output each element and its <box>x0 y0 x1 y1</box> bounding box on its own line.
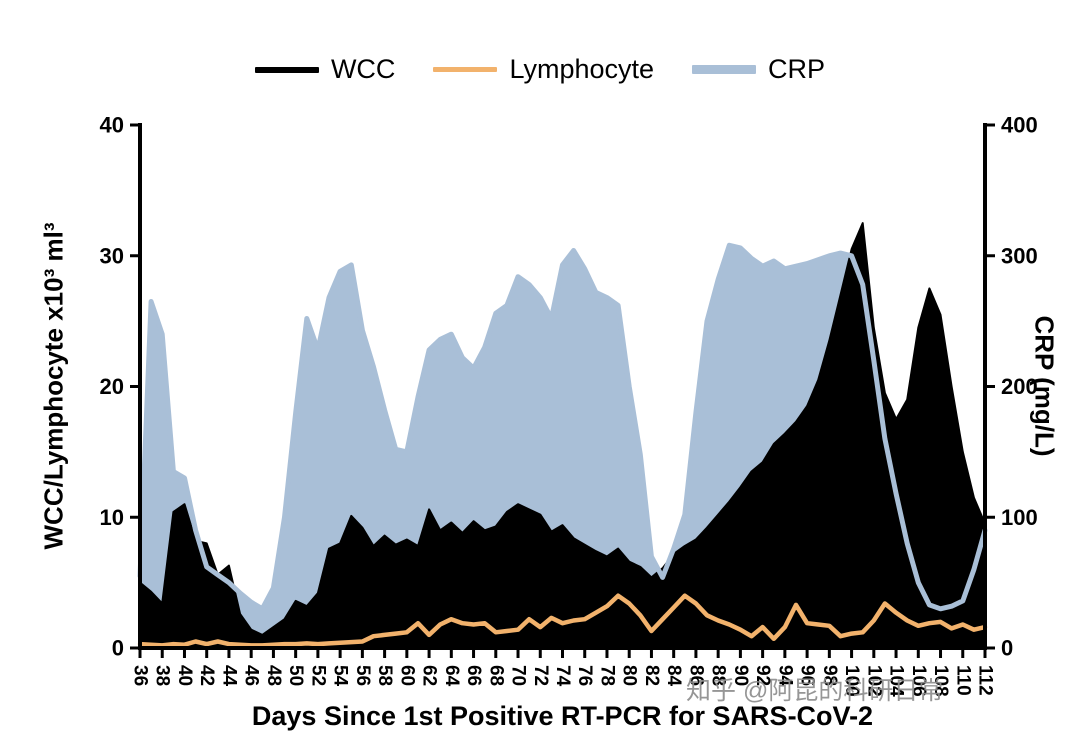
y-axis-left-title: WCC/Lymphocyte x10³ ml³ <box>38 222 69 550</box>
legend-item-wcc: WCC <box>254 54 396 85</box>
lymphocyte-line <box>137 593 988 648</box>
x-tick-label: 62 <box>419 665 440 686</box>
x-tick-label: 56 <box>352 665 373 686</box>
x-tick-label: 36 <box>130 665 151 686</box>
x-tick-label: 92 <box>752 665 773 686</box>
x-tick-label: 94 <box>774 665 795 687</box>
legend-label-lymphocyte: Lymphocyte <box>509 54 655 84</box>
legend-label-wcc: WCC <box>330 54 396 84</box>
x-tick-label: 60 <box>396 665 417 686</box>
x-tick-label: 70 <box>508 665 529 686</box>
legend-item-lymphocyte: Lymphocyte <box>433 54 654 85</box>
x-tick-label: 80 <box>619 665 640 686</box>
wcc-line-swatch <box>254 66 319 73</box>
x-tick-label: 104 <box>886 665 907 697</box>
crp-line-swatch <box>692 65 757 74</box>
crp-line <box>137 242 988 612</box>
wcc-area <box>139 222 986 649</box>
y-left-tick-label: 40 <box>100 113 124 138</box>
x-tick-label: 96 <box>797 665 818 686</box>
y-left-tick-label: 0 <box>112 636 124 661</box>
x-tick-label: 90 <box>730 665 751 686</box>
y-right-tick-label: 300 <box>1001 243 1038 268</box>
x-tick-label: 46 <box>241 665 262 686</box>
y-right-tick-label: 100 <box>1001 505 1038 530</box>
x-tick-label: 52 <box>307 665 328 686</box>
y-right-tick-label: 0 <box>1001 636 1013 661</box>
x-tick-label: 74 <box>552 665 573 687</box>
x-axis-title: Days Since 1st Positive RT-PCR for SARS-… <box>251 701 874 731</box>
x-tick-label: 72 <box>530 665 551 686</box>
x-tick-label: 100 <box>841 665 862 697</box>
y-left-tick-label: 20 <box>100 374 124 399</box>
legend-item-crp: CRP <box>692 54 825 85</box>
x-tick-label: 40 <box>174 665 195 686</box>
x-tick-label: 38 <box>152 665 173 686</box>
x-tick-label: 84 <box>663 665 684 687</box>
y-left-tick-label: 30 <box>100 243 124 268</box>
x-tick-label: 48 <box>263 665 284 686</box>
x-tick-label: 82 <box>641 665 662 686</box>
y-right-tick-label: 200 <box>1001 374 1038 399</box>
y-axis-right-title: CRP (mg/L) <box>1029 315 1060 457</box>
lymphocyte-line-swatch <box>433 67 498 72</box>
x-tick-label: 76 <box>574 665 595 686</box>
x-tick-label: 66 <box>463 665 484 686</box>
x-tick-label: 68 <box>485 665 506 686</box>
x-tick-label: 50 <box>285 665 306 686</box>
x-tick-label: 58 <box>374 665 395 686</box>
x-tick-label: 102 <box>863 665 884 697</box>
y-left-tick-label: 10 <box>100 505 124 530</box>
legend: WCC Lymphocyte CRP <box>0 54 1080 85</box>
x-tick-label: 112 <box>975 665 996 696</box>
x-tick-label: 78 <box>596 665 617 686</box>
watermark: 知乎 @阿昆的科研日常 <box>686 677 944 705</box>
legend-label-crp: CRP <box>768 54 826 84</box>
x-tick-label: 110 <box>952 665 973 696</box>
x-tick-label: 42 <box>196 665 217 686</box>
x-tick-label: 106 <box>908 665 929 697</box>
x-tick-label: 86 <box>685 665 706 686</box>
x-tick-label: 88 <box>708 665 729 686</box>
y-right-tick-label: 400 <box>1001 113 1038 138</box>
x-tick-label: 108 <box>930 665 951 697</box>
x-tick-label: 64 <box>441 665 462 687</box>
x-tick-label: 98 <box>819 665 840 686</box>
x-tick-label: 54 <box>330 665 351 687</box>
x-tick-label: 44 <box>218 665 239 687</box>
